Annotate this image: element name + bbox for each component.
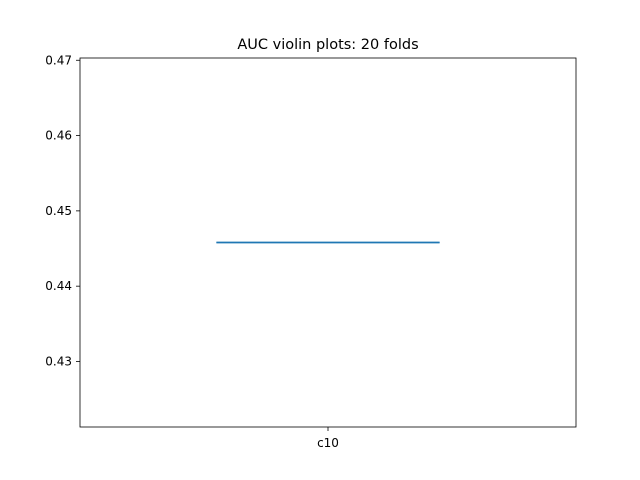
x-tick-label: c10 xyxy=(317,436,339,450)
y-tick-label: 0.44 xyxy=(45,279,72,293)
y-tick-label: 0.46 xyxy=(45,129,72,143)
x-axis: c10 xyxy=(317,427,339,450)
y-axis: 0.43 0.44 0.45 0.46 0.47 xyxy=(45,53,80,368)
y-tick-label: 0.45 xyxy=(45,204,72,218)
chart-title: AUC violin plots: 20 folds xyxy=(237,37,418,53)
y-tick-label: 0.47 xyxy=(45,53,72,67)
y-tick-label: 0.43 xyxy=(45,354,72,368)
plot-frame xyxy=(79,57,577,428)
